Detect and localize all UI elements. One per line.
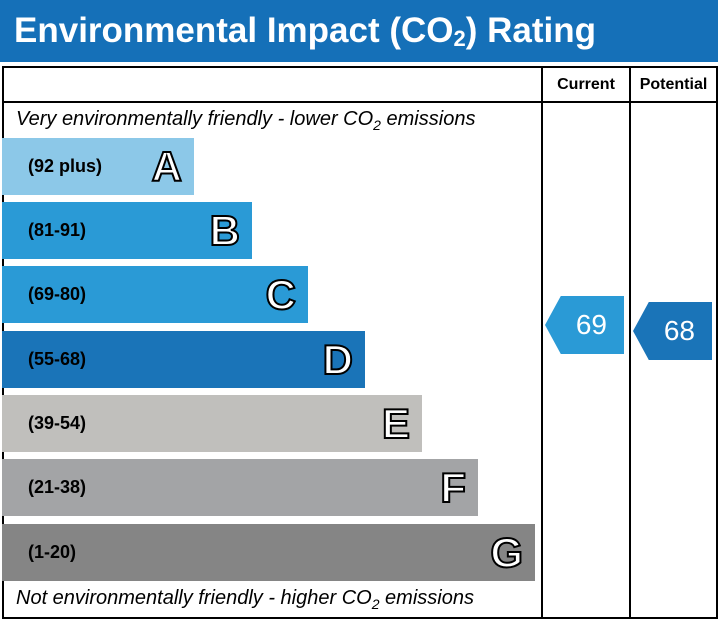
current-divider <box>541 66 543 619</box>
band-range: (21-38) <box>28 477 87 497</box>
column-header-current: Current <box>557 76 615 93</box>
band-letter: D <box>322 335 354 384</box>
potential-divider <box>629 66 631 619</box>
band-letter: A <box>151 142 183 191</box>
current-rating-arrow: 69 <box>545 296 624 354</box>
header-divider <box>2 101 718 103</box>
band-range: (39-54) <box>28 413 87 433</box>
column-header-potential: Potential <box>639 76 708 93</box>
band-range: (1-20) <box>28 542 77 562</box>
potential-rating-arrow: 68 <box>633 302 712 360</box>
band-g: (1-20) G <box>2 524 535 581</box>
bottom-note: Not environmentally friendly - higher CO… <box>16 587 474 612</box>
band-e: (39-54) E <box>2 395 422 452</box>
band-c: (69-80) C <box>2 266 308 323</box>
band-range: (69-80) <box>28 284 87 304</box>
band-b: (81-91) B <box>2 202 252 259</box>
band-range: (81-91) <box>28 220 87 240</box>
top-note: Very environmentally friendly - lower CO… <box>16 108 476 133</box>
band-a: (92 plus) A <box>2 138 194 195</box>
band-letter: C <box>265 270 297 319</box>
band-range: (55-68) <box>28 349 87 369</box>
band-letter: B <box>209 206 241 255</box>
band-d: (55-68) D <box>2 331 365 388</box>
band-letter: G <box>489 528 524 577</box>
chart-title: Environmental Impact (CO2) Rating <box>0 0 718 62</box>
band-range: (92 plus) <box>28 156 103 176</box>
band-letter: F <box>439 463 467 512</box>
band-f: (21-38) F <box>2 459 478 516</box>
band-letter: E <box>381 399 411 448</box>
